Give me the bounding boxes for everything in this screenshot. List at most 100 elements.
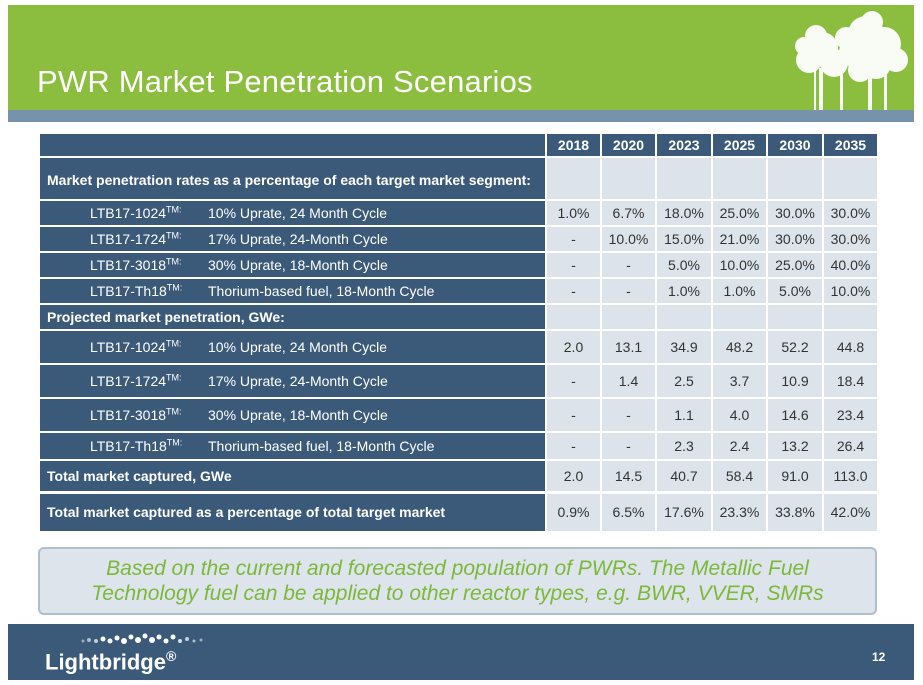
total-gwe-row: Total market captured, GWe 2.0 14.5 40.7 5… [38, 459, 879, 493]
table-cell: 30.0% [822, 225, 879, 253]
table-cell: 48.2 [711, 329, 768, 365]
empty-cell [655, 156, 713, 201]
table-cell: 2.3 [655, 431, 713, 461]
footer-band [8, 624, 914, 680]
total-pct-row: Total market captured as a percentage of… [38, 491, 879, 533]
table-row: LTB17-3018TM: 30% Uprate, 18-Month Cycle … [38, 397, 879, 433]
year-header: 2020 [600, 132, 657, 158]
table-row: LTB17-1024TM: 10% Uprate, 24 Month Cycle … [38, 199, 879, 227]
empty-cell [545, 156, 602, 201]
section-row: Projected market penetration, GWe: [38, 303, 879, 331]
table-cell: 21.0% [711, 225, 768, 253]
table-cell: 30.0% [766, 225, 824, 253]
table-cell: - [545, 363, 602, 399]
table-row: LTB17-3018TM: 30% Uprate, 18-Month Cycle … [38, 251, 879, 279]
table-cell: 2.0 [545, 329, 602, 365]
section-row: Market penetration rates as a percentage… [38, 156, 879, 201]
table-row: LTB17-Th18TM: Thorium-based fuel, 18-Mont… [38, 277, 879, 305]
table-cell: 2.5 [655, 363, 713, 399]
table-cell: 3.7 [711, 363, 768, 399]
logo-dots-icon [81, 633, 203, 644]
total-pct-label: Total market captured as a percentage of… [38, 491, 547, 533]
table-cell: 25.0% [766, 251, 824, 279]
page-number: 12 [872, 650, 886, 664]
year-header-row: 2018 2020 2023 2025 2030 2035 [38, 132, 879, 158]
table-cell: - [600, 431, 657, 461]
table-cell: - [600, 251, 657, 279]
table-cell: 1.1 [655, 397, 713, 433]
table-cell: 91.0 [766, 459, 824, 493]
header-band [8, 5, 914, 110]
year-header: 2018 [545, 132, 602, 158]
table-cell: 2.4 [711, 431, 768, 461]
table-cell: 5.0% [766, 277, 824, 305]
row-label: LTB17-1024TM: 10% Uprate, 24 Month Cycle [38, 329, 547, 365]
table-cell: 30.0% [766, 199, 824, 227]
row-label: LTB17-3018TM: 30% Uprate, 18-Month Cycle [38, 251, 547, 279]
trees-icon [795, 11, 908, 110]
table-cell: 10.0% [600, 225, 657, 253]
table-row: LTB17-1724TM: 17% Uprate, 24-Month Cycle … [38, 225, 879, 253]
table-cell: 10.9 [766, 363, 824, 399]
empty-cell [600, 303, 657, 331]
table-cell: 44.8 [822, 329, 879, 365]
table-cell: - [545, 225, 602, 253]
empty-cell [766, 303, 824, 331]
year-header: 2035 [822, 132, 879, 158]
table-cell: 10.0% [711, 251, 768, 279]
table-cell: 34.9 [655, 329, 713, 365]
empty-cell [655, 303, 713, 331]
empty-cell [711, 156, 768, 201]
empty-cell [766, 156, 824, 201]
table-cell: 25.0% [711, 199, 768, 227]
year-header: 2030 [766, 132, 824, 158]
table-row: LTB17-1724TM: 17% Uprate, 24-Month Cycle … [38, 363, 879, 399]
table-cell: 15.0% [655, 225, 713, 253]
year-header: 2025 [711, 132, 768, 158]
slide-title: PWR Market Penetration Scenarios [37, 64, 533, 99]
table-cell: 0.9% [545, 491, 602, 533]
table-cell: 52.2 [766, 329, 824, 365]
table-cell: 23.4 [822, 397, 879, 433]
row-label: LTB17-1724TM: 17% Uprate, 24-Month Cycle [38, 225, 547, 253]
empty-cell [600, 156, 657, 201]
table-row: LTB17-Th18TM: Thorium-based fuel, 18-Mont… [38, 431, 879, 461]
row-label: LTB17-3018TM: 30% Uprate, 18-Month Cycle [38, 397, 547, 433]
table-cell: 18.4 [822, 363, 879, 399]
lightbridge-logo: Lightbridge® [45, 648, 177, 675]
empty-cell [545, 303, 602, 331]
section-label: Market penetration rates as a percentage… [38, 156, 547, 201]
table-cell: - [600, 277, 657, 305]
table-cell: 30.0% [822, 199, 879, 227]
table-cell: 5.0% [655, 251, 713, 279]
table-cell: - [600, 397, 657, 433]
row-label: LTB17-Th18TM: Thorium-based fuel, 18-Mont… [38, 431, 547, 461]
table-cell: 17.6% [655, 491, 713, 533]
total-gwe-label: Total market captured, GWe [38, 459, 547, 493]
table-cell: 18.0% [655, 199, 713, 227]
table-cell: 1.0% [711, 277, 768, 305]
table-cell: 14.5 [600, 459, 657, 493]
section-label: Projected market penetration, GWe: [38, 303, 547, 331]
empty-cell [711, 303, 768, 331]
table-cell: 14.6 [766, 397, 824, 433]
row-label: LTB17-1024TM: 10% Uprate, 24 Month Cycle [38, 199, 547, 227]
table-cell: - [545, 397, 602, 433]
header-strip [8, 110, 914, 122]
table-cell: 33.8% [766, 491, 824, 533]
table-cell: 13.2 [766, 431, 824, 461]
empty-cell [822, 303, 879, 331]
table-cell: 4.0 [711, 397, 768, 433]
table-cell: 10.0% [822, 277, 879, 305]
table-cell: 2.0 [545, 459, 602, 493]
table-cell: 40.0% [822, 251, 879, 279]
table-cell: - [545, 251, 602, 279]
table-cell: 42.0% [822, 491, 879, 533]
table-row: LTB17-1024TM: 10% Uprate, 24 Month Cycle … [38, 329, 879, 365]
note-box: Based on the current and forecasted popu… [38, 547, 877, 615]
header-corner [38, 132, 547, 158]
table-cell: 6.5% [600, 491, 657, 533]
table-cell: 13.1 [600, 329, 657, 365]
table-cell: 113.0 [822, 459, 879, 493]
